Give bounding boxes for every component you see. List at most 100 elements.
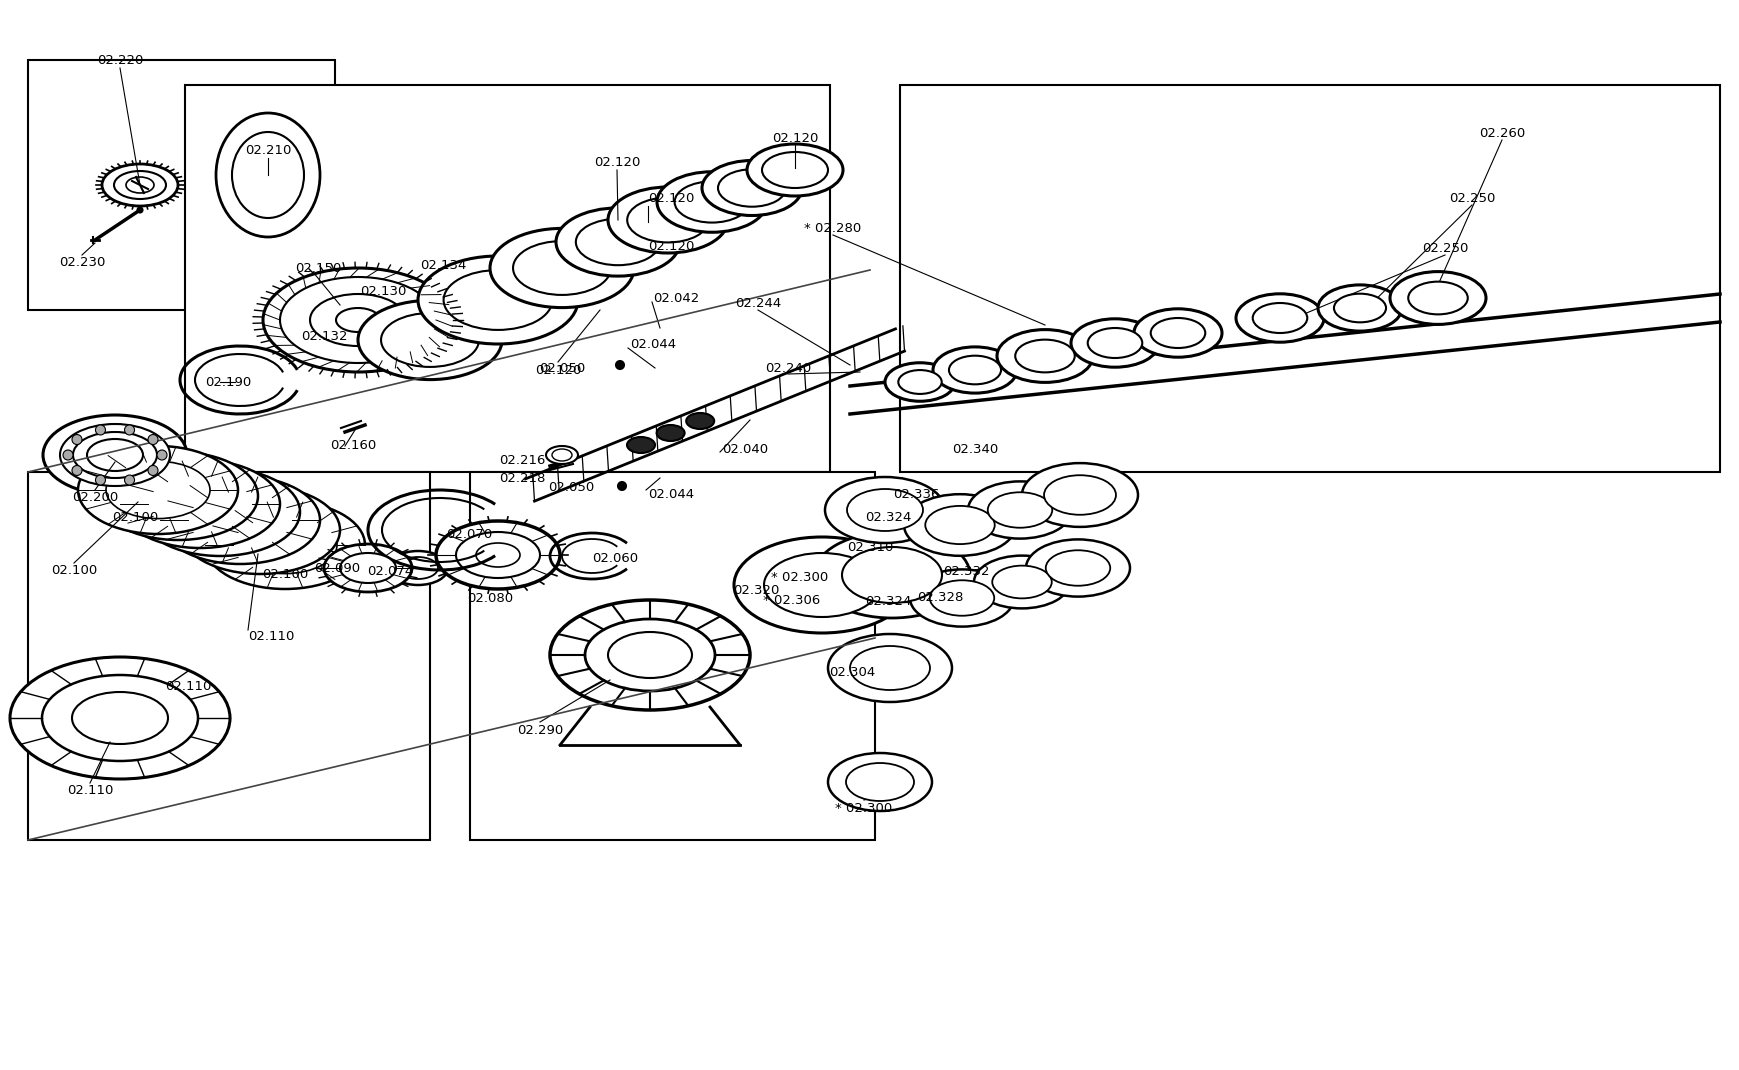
Text: 02.132: 02.132 — [301, 330, 348, 342]
Ellipse shape — [904, 494, 1016, 555]
Text: 02.120: 02.120 — [772, 132, 817, 144]
Ellipse shape — [1026, 539, 1129, 597]
Circle shape — [148, 434, 158, 444]
Text: 02.134: 02.134 — [421, 259, 466, 272]
Ellipse shape — [967, 482, 1071, 538]
Ellipse shape — [10, 657, 230, 779]
Text: 02.090: 02.090 — [313, 562, 360, 575]
Circle shape — [617, 482, 626, 490]
Text: 02.218: 02.218 — [499, 472, 546, 485]
Ellipse shape — [179, 486, 339, 574]
Text: 02.336: 02.336 — [894, 488, 939, 501]
Circle shape — [616, 361, 624, 369]
Text: 02.250: 02.250 — [1421, 242, 1468, 255]
Ellipse shape — [205, 501, 365, 589]
Ellipse shape — [1334, 293, 1386, 322]
Text: 02.220: 02.220 — [97, 54, 143, 66]
Ellipse shape — [1014, 339, 1075, 372]
Ellipse shape — [885, 363, 955, 401]
Ellipse shape — [1149, 318, 1205, 348]
Text: * 02.300: * 02.300 — [770, 570, 828, 583]
Ellipse shape — [436, 521, 560, 589]
Ellipse shape — [925, 506, 995, 545]
Ellipse shape — [125, 177, 155, 193]
Text: 02.100: 02.100 — [111, 510, 158, 523]
Ellipse shape — [734, 537, 909, 633]
Ellipse shape — [897, 370, 941, 394]
Ellipse shape — [626, 437, 654, 453]
Ellipse shape — [97, 452, 257, 540]
Text: 02.244: 02.244 — [734, 296, 781, 309]
Ellipse shape — [607, 632, 692, 678]
Ellipse shape — [1021, 463, 1137, 526]
Ellipse shape — [828, 635, 951, 702]
Ellipse shape — [814, 532, 969, 618]
Ellipse shape — [120, 460, 280, 548]
Text: 02.074: 02.074 — [367, 565, 412, 578]
Ellipse shape — [310, 294, 405, 346]
Text: 02.190: 02.190 — [205, 376, 250, 388]
Text: 02.050: 02.050 — [548, 480, 593, 493]
Ellipse shape — [417, 256, 577, 343]
Text: 02.210: 02.210 — [245, 143, 290, 156]
Text: 02.160: 02.160 — [330, 439, 376, 452]
Text: 02.150: 02.150 — [296, 261, 341, 275]
Ellipse shape — [550, 600, 750, 710]
Text: 02.324: 02.324 — [864, 595, 911, 608]
Ellipse shape — [718, 169, 786, 207]
Ellipse shape — [263, 268, 452, 372]
Ellipse shape — [584, 620, 715, 691]
Ellipse shape — [1087, 328, 1141, 358]
Text: 02.250: 02.250 — [1449, 192, 1494, 204]
Text: 02.070: 02.070 — [445, 528, 492, 540]
Ellipse shape — [398, 557, 438, 579]
Ellipse shape — [1043, 475, 1115, 515]
Ellipse shape — [513, 241, 610, 295]
Ellipse shape — [323, 544, 412, 592]
Ellipse shape — [685, 413, 713, 429]
Ellipse shape — [551, 449, 572, 461]
Ellipse shape — [828, 753, 932, 811]
Ellipse shape — [280, 277, 436, 363]
Text: 02.120: 02.120 — [534, 364, 581, 377]
Text: 02.110: 02.110 — [66, 783, 113, 796]
Ellipse shape — [106, 461, 210, 519]
Ellipse shape — [139, 468, 299, 556]
Ellipse shape — [59, 424, 170, 486]
Text: 02.332: 02.332 — [943, 565, 989, 578]
Text: * 02.306: * 02.306 — [762, 594, 819, 607]
Ellipse shape — [456, 532, 539, 578]
Polygon shape — [28, 60, 336, 310]
Ellipse shape — [675, 182, 750, 223]
Text: 02.310: 02.310 — [847, 540, 892, 553]
Ellipse shape — [1407, 281, 1468, 315]
Ellipse shape — [929, 580, 993, 615]
Ellipse shape — [996, 330, 1092, 382]
Ellipse shape — [125, 468, 230, 524]
Ellipse shape — [71, 692, 169, 744]
Circle shape — [157, 450, 167, 460]
Ellipse shape — [701, 160, 802, 215]
Ellipse shape — [763, 553, 880, 617]
Ellipse shape — [845, 763, 913, 801]
Text: 02.304: 02.304 — [828, 666, 875, 678]
Ellipse shape — [87, 439, 143, 471]
Ellipse shape — [909, 569, 1014, 627]
Ellipse shape — [148, 475, 252, 533]
Ellipse shape — [443, 270, 551, 330]
Text: 02.100: 02.100 — [50, 564, 97, 577]
Ellipse shape — [1252, 303, 1306, 333]
Ellipse shape — [762, 152, 828, 188]
Circle shape — [71, 465, 82, 475]
Text: 02.110: 02.110 — [249, 629, 294, 642]
Ellipse shape — [991, 566, 1050, 598]
Ellipse shape — [103, 164, 177, 207]
Ellipse shape — [988, 492, 1052, 528]
Circle shape — [137, 208, 143, 213]
Text: 02.100: 02.100 — [263, 567, 308, 581]
Ellipse shape — [43, 415, 186, 495]
Circle shape — [125, 425, 134, 435]
Text: 02.050: 02.050 — [539, 362, 584, 374]
Text: 02.060: 02.060 — [591, 551, 638, 565]
Text: 02.040: 02.040 — [722, 443, 767, 456]
